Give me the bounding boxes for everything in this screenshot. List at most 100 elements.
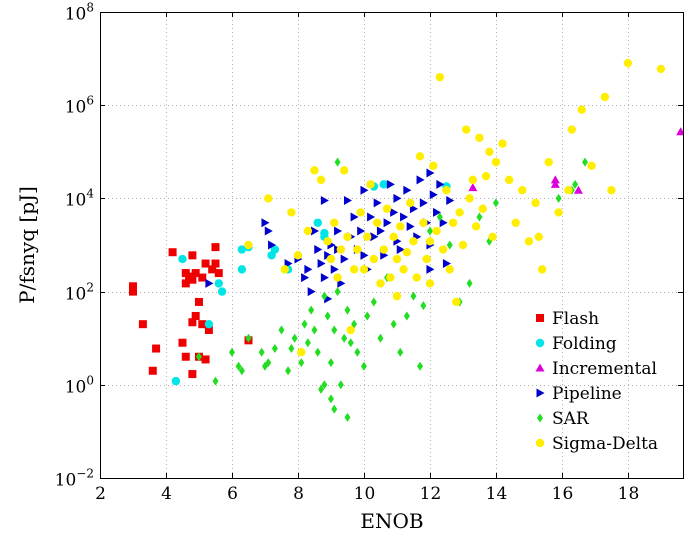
data-point [128,282,137,291]
x-tick-label: 14 [486,484,508,504]
legend: Flash Folding Incremental Pipeline SAR Sigma-… [535,309,658,454]
data-point [573,185,583,194]
data-point [426,168,435,178]
data-point [178,338,187,347]
data-point [382,204,392,213]
data-point [326,254,336,264]
data-point [656,64,666,74]
data-point [468,183,478,192]
data-point [405,198,415,208]
data-point [376,279,385,288]
legend-marker [535,363,545,372]
data-point [201,355,210,364]
data-point [314,347,321,357]
data-point [392,254,402,264]
data-point [481,171,491,181]
data-point [396,222,405,231]
data-point [304,264,313,274]
data-point [564,185,573,195]
series-flash [128,243,253,379]
data-point [498,139,507,148]
data-point [288,344,295,354]
data-point [334,157,341,167]
data-point [511,218,520,227]
data-point [360,185,369,195]
data-point [278,325,285,335]
series-folding [171,180,451,386]
data-point [572,179,579,189]
series-pipeline [205,168,455,304]
data-point [370,232,379,242]
data-point [343,232,352,241]
data-point [504,175,514,185]
data-point [344,412,351,422]
legend-label: Incremental [552,359,657,379]
data-point [301,319,308,329]
data-point [228,347,235,357]
data-point [217,287,227,296]
data-point [403,311,410,321]
legend-marker [535,438,545,448]
data-point [425,279,435,288]
data-point [188,370,197,379]
data-point [425,237,435,246]
data-point [402,248,412,257]
data-point [261,218,270,228]
data-point [491,157,501,167]
data-point [333,273,342,282]
data-point [403,185,412,195]
data-point [531,198,540,208]
data-point [419,218,428,227]
data-point [198,320,207,329]
data-point [337,380,344,390]
data-point [412,273,421,282]
data-point [303,226,313,236]
x-axis-label: ENOB [360,509,423,533]
data-point [270,245,280,254]
data-point [237,245,247,254]
data-point [524,237,534,246]
data-point [265,358,272,368]
x-tick-label: 10 [354,484,376,504]
data-point [359,265,369,274]
data-point [341,333,348,343]
data-point [191,269,200,278]
data-point [280,265,289,274]
data-point [237,265,247,274]
data-point [268,240,277,250]
data-point [676,127,684,136]
data-point [324,311,331,321]
data-point [383,218,392,228]
data-point [354,347,361,357]
data-point [392,291,402,301]
x-tick-label: 8 [293,484,304,504]
data-point [442,185,451,195]
data-point [340,254,349,264]
data-point [334,226,343,236]
data-point [264,226,273,236]
legend-marker [535,338,545,348]
data-point [390,319,397,329]
data-point [360,250,369,260]
data-point [554,208,563,217]
data-point [432,226,441,236]
data-point [188,318,197,327]
data-point [462,125,471,134]
data-point [214,279,223,288]
data-point [357,226,366,236]
data-point [330,264,339,274]
data-point [399,265,408,274]
data-point [304,338,311,348]
data-point [271,344,278,354]
data-point [458,240,468,250]
data-point [336,245,346,254]
data-point [416,175,425,185]
series-incremental [468,127,684,194]
data-point [208,265,217,274]
y-tick-label: 100 [65,374,94,398]
data-point [455,208,464,217]
data-point [321,291,328,301]
data-point [314,245,323,255]
legend-label: Pipeline [552,384,622,404]
legend-marker [536,314,544,322]
